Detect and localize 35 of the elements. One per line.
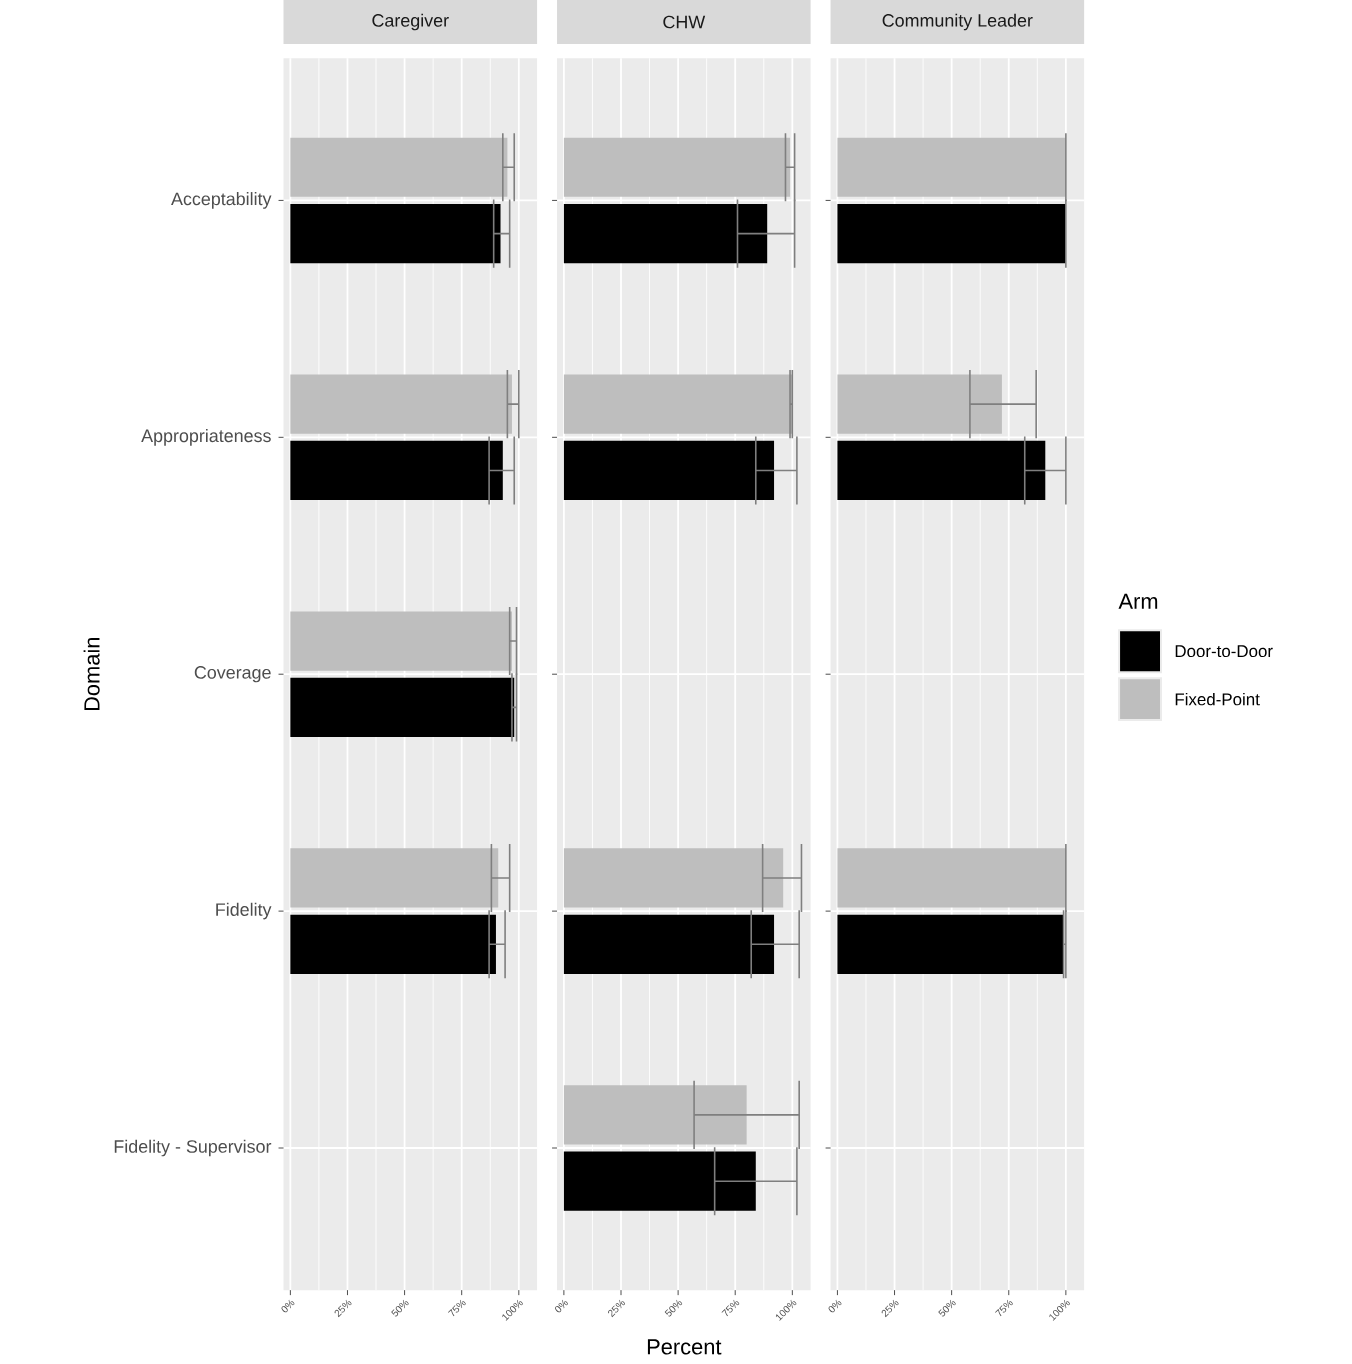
x-axis-title: Percent	[648, 1339, 722, 1355]
bar	[290, 203, 501, 264]
bar	[837, 137, 1067, 197]
chart-title: CHW	[663, 15, 706, 29]
bar	[564, 914, 775, 974]
y-tick-label: Acceptability	[171, 192, 272, 209]
y-tick-label: Appropriateness	[141, 428, 271, 446]
bar	[837, 374, 1003, 434]
bar	[290, 137, 508, 197]
legend-label: Fixed-Point	[1175, 692, 1260, 706]
bar	[837, 848, 1067, 908]
bar	[290, 677, 515, 737]
bar	[837, 440, 1046, 501]
bar	[564, 137, 791, 197]
legend-label: Door-to-Door	[1175, 645, 1273, 658]
y-axis-title: Domain	[83, 637, 100, 711]
bar	[564, 1085, 747, 1145]
y-tick-label: Fidelity	[216, 902, 272, 920]
bar	[290, 848, 499, 908]
chart-title: Community Leader	[882, 13, 1033, 31]
bar	[837, 203, 1067, 264]
bar	[564, 848, 784, 908]
bar	[564, 203, 768, 264]
bar	[290, 611, 513, 671]
y-tick-label: Fidelity - Supervisor	[114, 1139, 272, 1157]
y-tick-label: Coverage	[194, 666, 271, 683]
bar	[564, 374, 793, 434]
chart-title: Caregiver	[372, 13, 449, 31]
bar	[290, 440, 503, 501]
bar	[564, 1151, 756, 1211]
bar	[290, 914, 497, 974]
bar	[564, 440, 775, 501]
bar	[837, 914, 1064, 974]
legend-title: Arm	[1118, 593, 1158, 609]
bar	[290, 374, 513, 434]
